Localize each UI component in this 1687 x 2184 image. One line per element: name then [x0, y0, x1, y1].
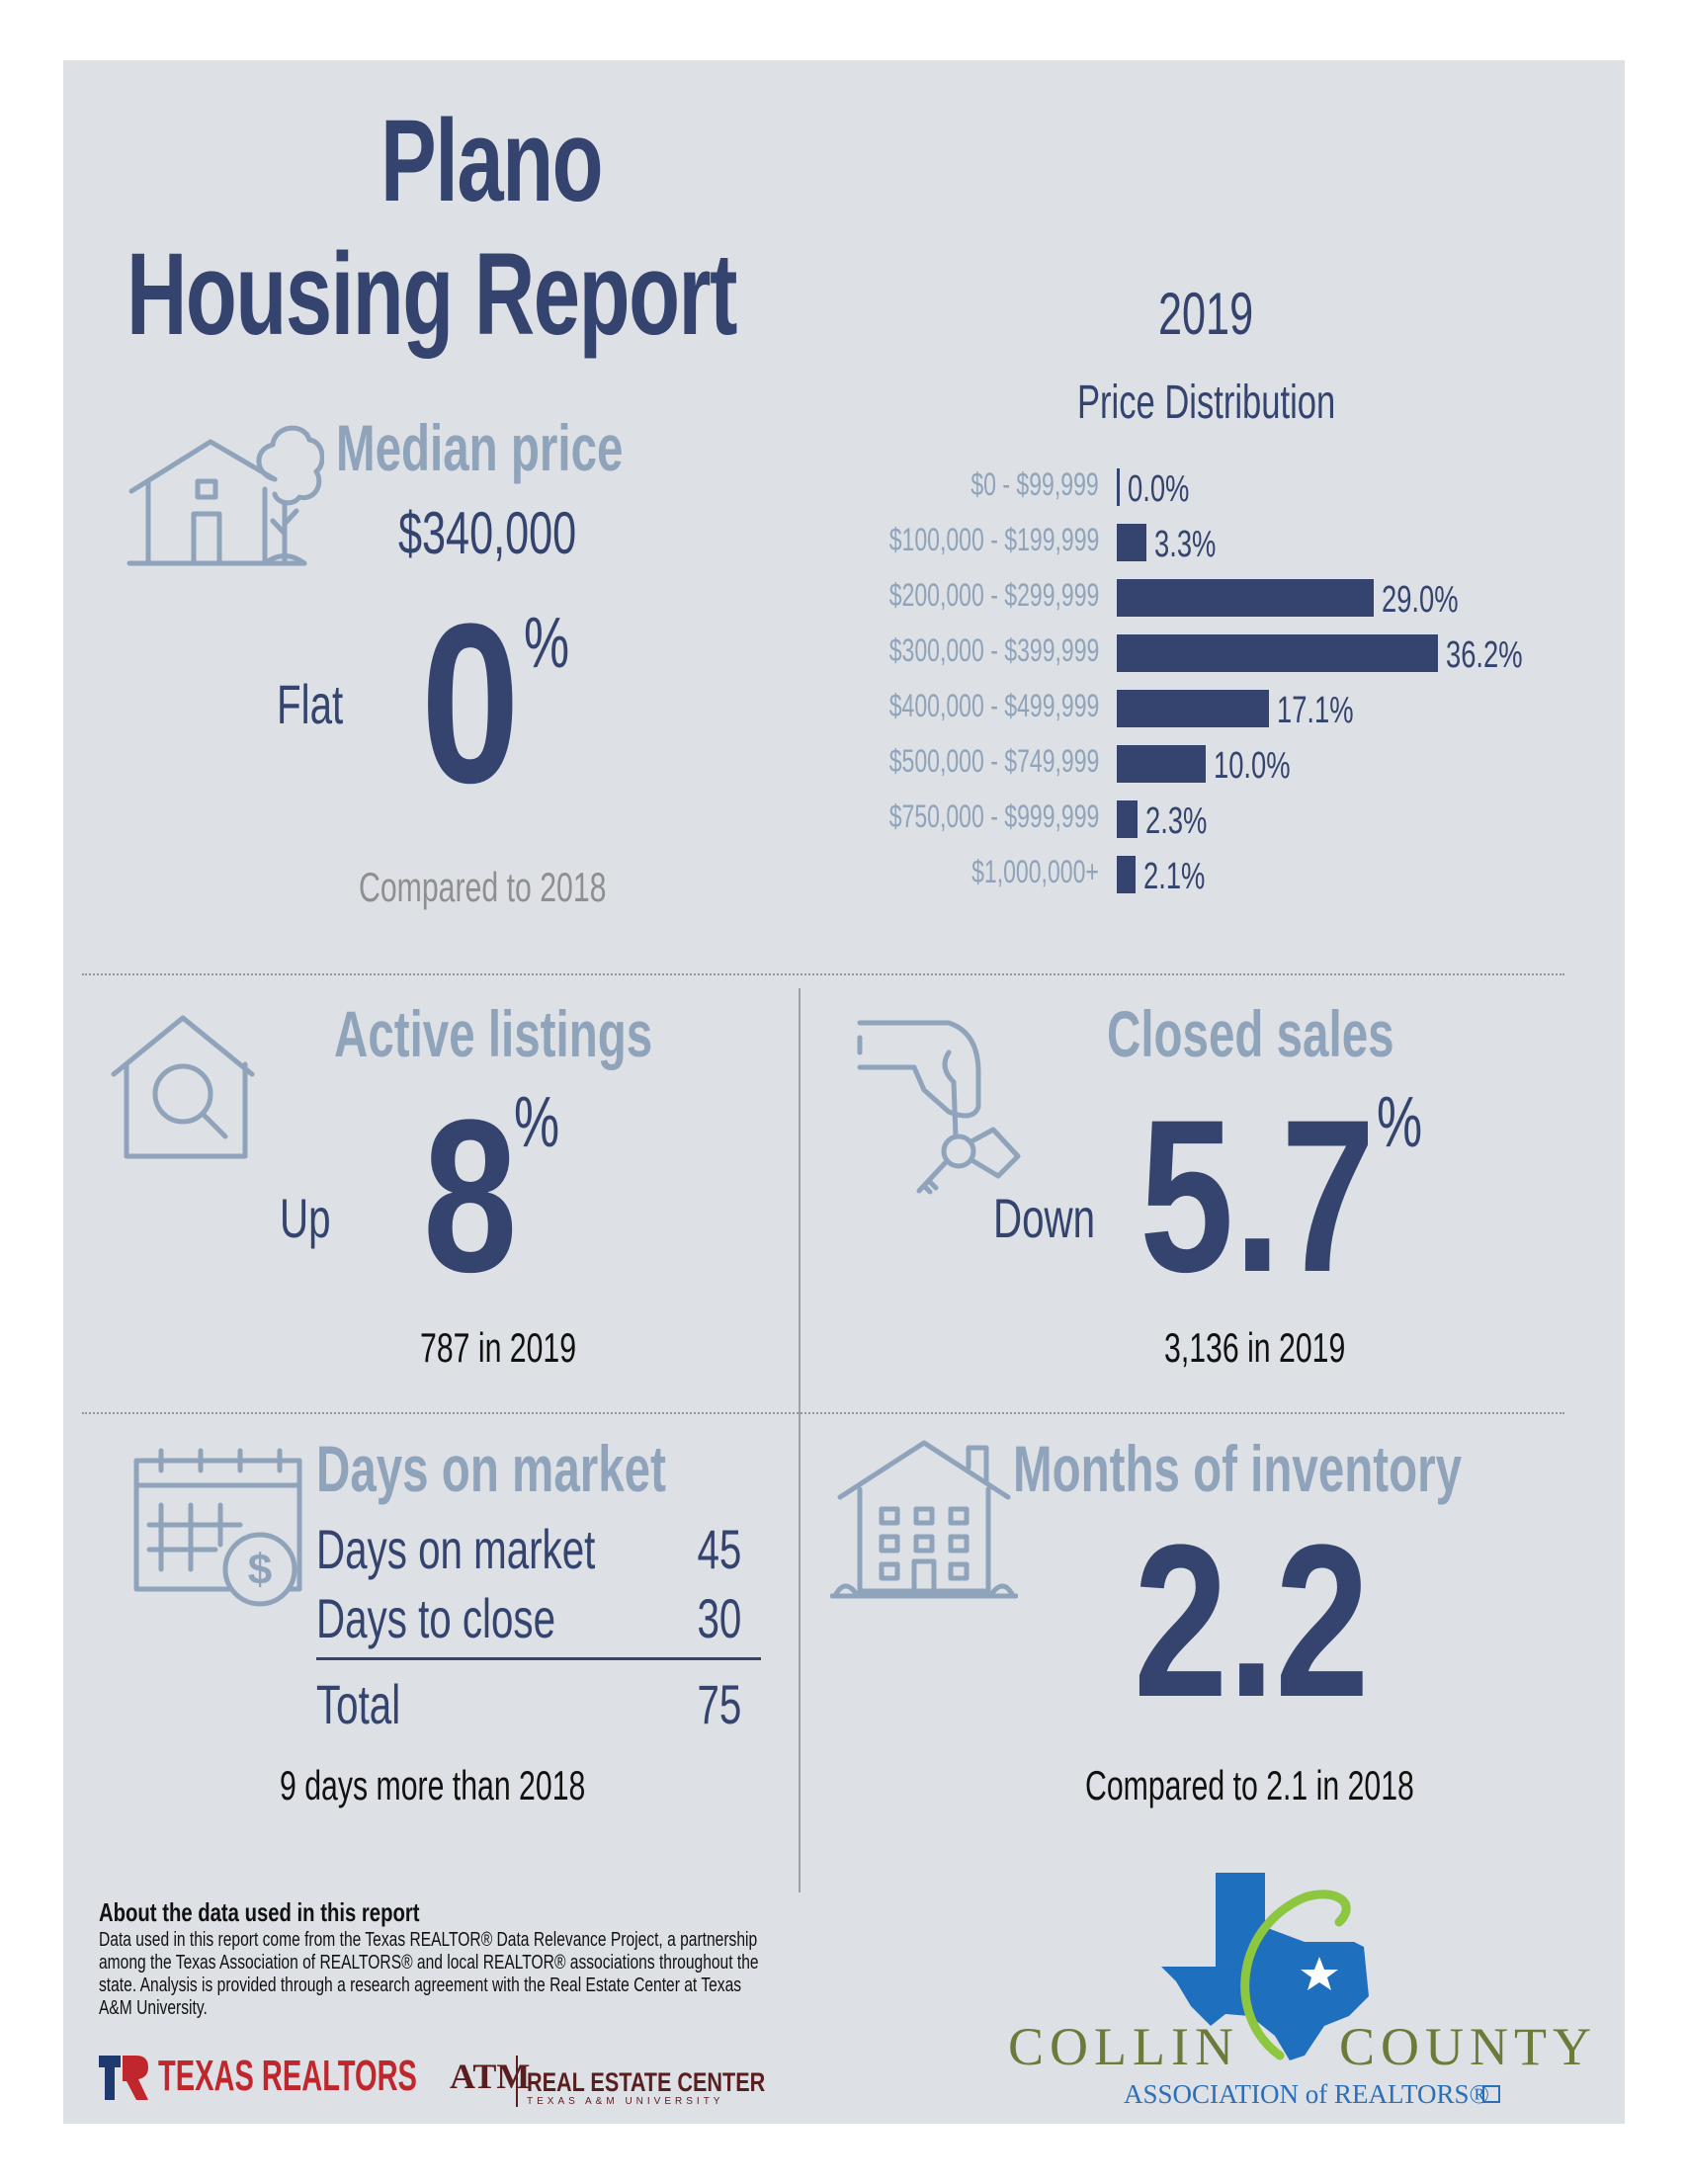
real-estate-center-subtitle: TEXAS A&M UNIVERSITY [527, 2096, 724, 2107]
about-title: About the data used in this report [99, 1897, 420, 1927]
closed-sales-percent-sign: % [1377, 1083, 1423, 1162]
bar-category-label: $750,000 - $999,999 [888, 798, 1099, 834]
building-icon [830, 1440, 1018, 1599]
report-title: Housing Report [127, 229, 737, 360]
svg-text:$: $ [248, 1546, 272, 1594]
report-year: 2019 [1158, 281, 1254, 347]
bar [1117, 745, 1206, 783]
about-body: Data used in this report come from the T… [99, 1929, 759, 2019]
bar-value-label: 3.3% [1153, 524, 1216, 565]
median-price-comparison: Compared to 2018 [359, 864, 607, 910]
closed-sales-direction: Down [993, 1187, 1096, 1249]
bar [1117, 690, 1269, 727]
active-listings-percent-sign: % [514, 1083, 560, 1162]
logo-separator [516, 2056, 518, 2107]
texas-am-logo: ATM [450, 2057, 531, 2096]
calendar-dollar-icon: $ [133, 1448, 302, 1607]
hand-keys-icon [857, 1020, 1021, 1195]
collin-county-subtitle: ASSOCIATION of REALTORS® [1124, 2079, 1490, 2109]
months-inventory-value: 2.2 [1134, 1499, 1370, 1742]
median-price-change: 0 [421, 576, 520, 830]
closed-sales-caption: 3,136 in 2019 [1164, 1324, 1346, 1371]
texas-realtors-logo: TEXAS REALTORS [158, 2052, 417, 2100]
bar-category-label: $100,000 - $199,999 [888, 522, 1099, 557]
days-on-market-caption: 9 days more than 2018 [280, 1762, 586, 1808]
bar [1117, 634, 1438, 672]
dom-row-label: Days on market [316, 1518, 596, 1580]
dom-row-total: Total 75 [316, 1672, 741, 1735]
median-price-direction: Flat [277, 673, 344, 735]
median-price-value: $340,000 [398, 500, 577, 566]
closed-sales-heading: Closed sales [1107, 997, 1394, 1070]
collin-county-logo-right: COUNTY [1339, 2017, 1597, 2076]
divider-vertical [799, 988, 801, 1892]
divider-middle [82, 1412, 1564, 1414]
bar-category-label: $0 - $99,999 [970, 466, 1099, 502]
active-listings-change: 8 [423, 1074, 518, 1317]
bar [1117, 856, 1136, 893]
house-search-icon [111, 1015, 255, 1159]
days-on-market-heading: Days on market [316, 1432, 666, 1505]
dom-row-days-on-market: Days on market 45 [316, 1517, 741, 1580]
chart-title: Price Distribution [1077, 377, 1336, 429]
active-listings-direction: Up [280, 1187, 331, 1249]
active-listings-caption: 787 in 2019 [420, 1324, 577, 1371]
bar-category-label: $400,000 - $499,999 [888, 688, 1099, 723]
dom-row-value: 30 [697, 1587, 741, 1649]
dom-row-days-to-close: Days to close 30 [316, 1586, 741, 1649]
texas-state-logo [1161, 1873, 1369, 2060]
months-inventory-heading: Months of inventory [1013, 1432, 1463, 1505]
bar [1117, 524, 1146, 561]
bar-value-label: 36.2% [1446, 634, 1523, 676]
dom-row-value: 45 [697, 1518, 741, 1580]
bar-value-label: 2.3% [1144, 800, 1208, 842]
months-inventory-caption: Compared to 2.1 in 2018 [1085, 1762, 1414, 1808]
bar-category-label: $500,000 - $749,999 [888, 743, 1099, 779]
bar-category-label: $200,000 - $299,999 [888, 577, 1099, 613]
collin-county-logo-left: COLLIN [1008, 2017, 1239, 2076]
bar-value-label: 29.0% [1382, 579, 1459, 621]
bar-value-label: 10.0% [1213, 745, 1291, 787]
median-price-heading: Median price [336, 411, 624, 484]
bar-category-label: $1,000,000+ [971, 854, 1099, 889]
bar [1117, 579, 1375, 617]
report-background [63, 60, 1625, 2124]
median-price-percent-sign: % [524, 604, 570, 683]
bar-value-label: 0.0% [1128, 468, 1190, 510]
real-estate-center-logo: REAL ESTATE CENTER [527, 2067, 766, 2097]
report-title-city: Plano [380, 96, 604, 226]
bar-value-label: 2.1% [1142, 856, 1206, 897]
house-tree-icon [127, 425, 324, 566]
bar-value-label: 17.1% [1276, 690, 1354, 731]
bar [1117, 800, 1138, 838]
dom-total-rule [316, 1657, 761, 1660]
closed-sales-change: 5.7 [1139, 1074, 1376, 1317]
dom-total-value: 75 [697, 1673, 741, 1735]
dom-total-label: Total [316, 1673, 401, 1735]
bar [1117, 468, 1120, 506]
dom-row-label: Days to close [316, 1587, 556, 1649]
active-listings-heading: Active listings [334, 997, 653, 1070]
divider-top [82, 973, 1564, 975]
bar-category-label: $300,000 - $399,999 [888, 632, 1099, 668]
realtor-r-icon [1482, 2085, 1500, 2103]
texas-realtors-logo-mark [99, 2056, 148, 2100]
